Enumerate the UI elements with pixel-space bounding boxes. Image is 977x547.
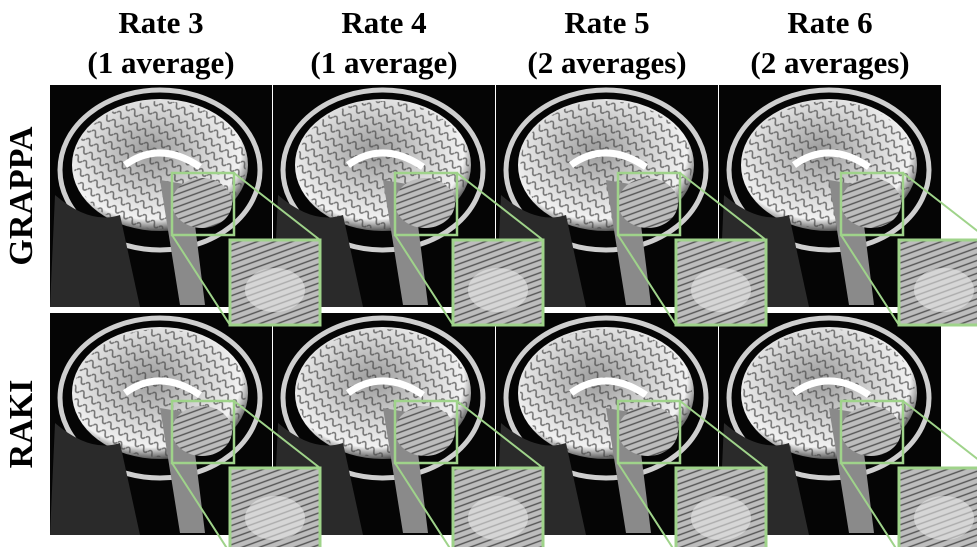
- row-label: GRAPPA: [3, 126, 40, 266]
- cerebellum: [395, 406, 455, 456]
- column-title: Rate 3: [118, 5, 203, 40]
- zoom-detail: [468, 268, 528, 312]
- zoom-detail: [691, 496, 751, 540]
- column-subtitle: (2 averages): [750, 45, 909, 80]
- column-subtitle: (1 average): [87, 45, 234, 80]
- figure: Rate 3 (1 average) Rate 4 (1 average) Rate 5…: [0, 0, 977, 547]
- cerebellum: [841, 178, 901, 228]
- cerebellum: [395, 178, 455, 228]
- cerebellum: [172, 178, 232, 228]
- zoom-detail: [245, 268, 305, 312]
- cerebellum: [172, 406, 232, 456]
- column-title: Rate 4: [341, 5, 426, 40]
- zoom-detail: [691, 268, 751, 312]
- column-subtitle: (1 average): [310, 45, 457, 80]
- cerebellum: [618, 406, 678, 456]
- zoom-detail: [468, 496, 528, 540]
- row-label: RAKI: [3, 380, 40, 469]
- column-title: Rate 5: [564, 5, 649, 40]
- column-subtitle: (2 averages): [527, 45, 686, 80]
- zoom-detail: [914, 496, 974, 540]
- zoom-detail: [245, 496, 305, 540]
- zoom-detail: [914, 268, 974, 312]
- column-title: Rate 6: [787, 5, 872, 40]
- cerebellum: [841, 406, 901, 456]
- cerebellum: [618, 178, 678, 228]
